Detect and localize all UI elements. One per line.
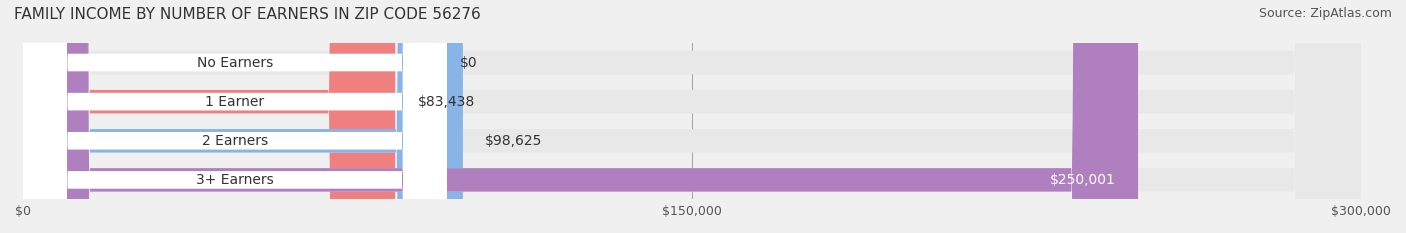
FancyBboxPatch shape xyxy=(22,0,1137,233)
FancyBboxPatch shape xyxy=(22,0,447,233)
Text: Source: ZipAtlas.com: Source: ZipAtlas.com xyxy=(1258,7,1392,20)
FancyBboxPatch shape xyxy=(22,0,447,233)
FancyBboxPatch shape xyxy=(22,0,1361,233)
Text: $250,001: $250,001 xyxy=(1050,173,1116,187)
FancyBboxPatch shape xyxy=(22,0,447,233)
Text: $0: $0 xyxy=(460,55,478,69)
FancyBboxPatch shape xyxy=(22,0,1361,233)
Text: No Earners: No Earners xyxy=(197,55,273,69)
Text: FAMILY INCOME BY NUMBER OF EARNERS IN ZIP CODE 56276: FAMILY INCOME BY NUMBER OF EARNERS IN ZI… xyxy=(14,7,481,22)
Text: 1 Earner: 1 Earner xyxy=(205,95,264,109)
Text: $98,625: $98,625 xyxy=(485,134,543,148)
FancyBboxPatch shape xyxy=(22,0,1361,233)
FancyBboxPatch shape xyxy=(22,0,447,233)
FancyBboxPatch shape xyxy=(22,0,1361,233)
Text: 2 Earners: 2 Earners xyxy=(202,134,269,148)
Text: $83,438: $83,438 xyxy=(418,95,475,109)
Text: 3+ Earners: 3+ Earners xyxy=(195,173,274,187)
FancyBboxPatch shape xyxy=(22,0,395,233)
FancyBboxPatch shape xyxy=(22,0,463,233)
